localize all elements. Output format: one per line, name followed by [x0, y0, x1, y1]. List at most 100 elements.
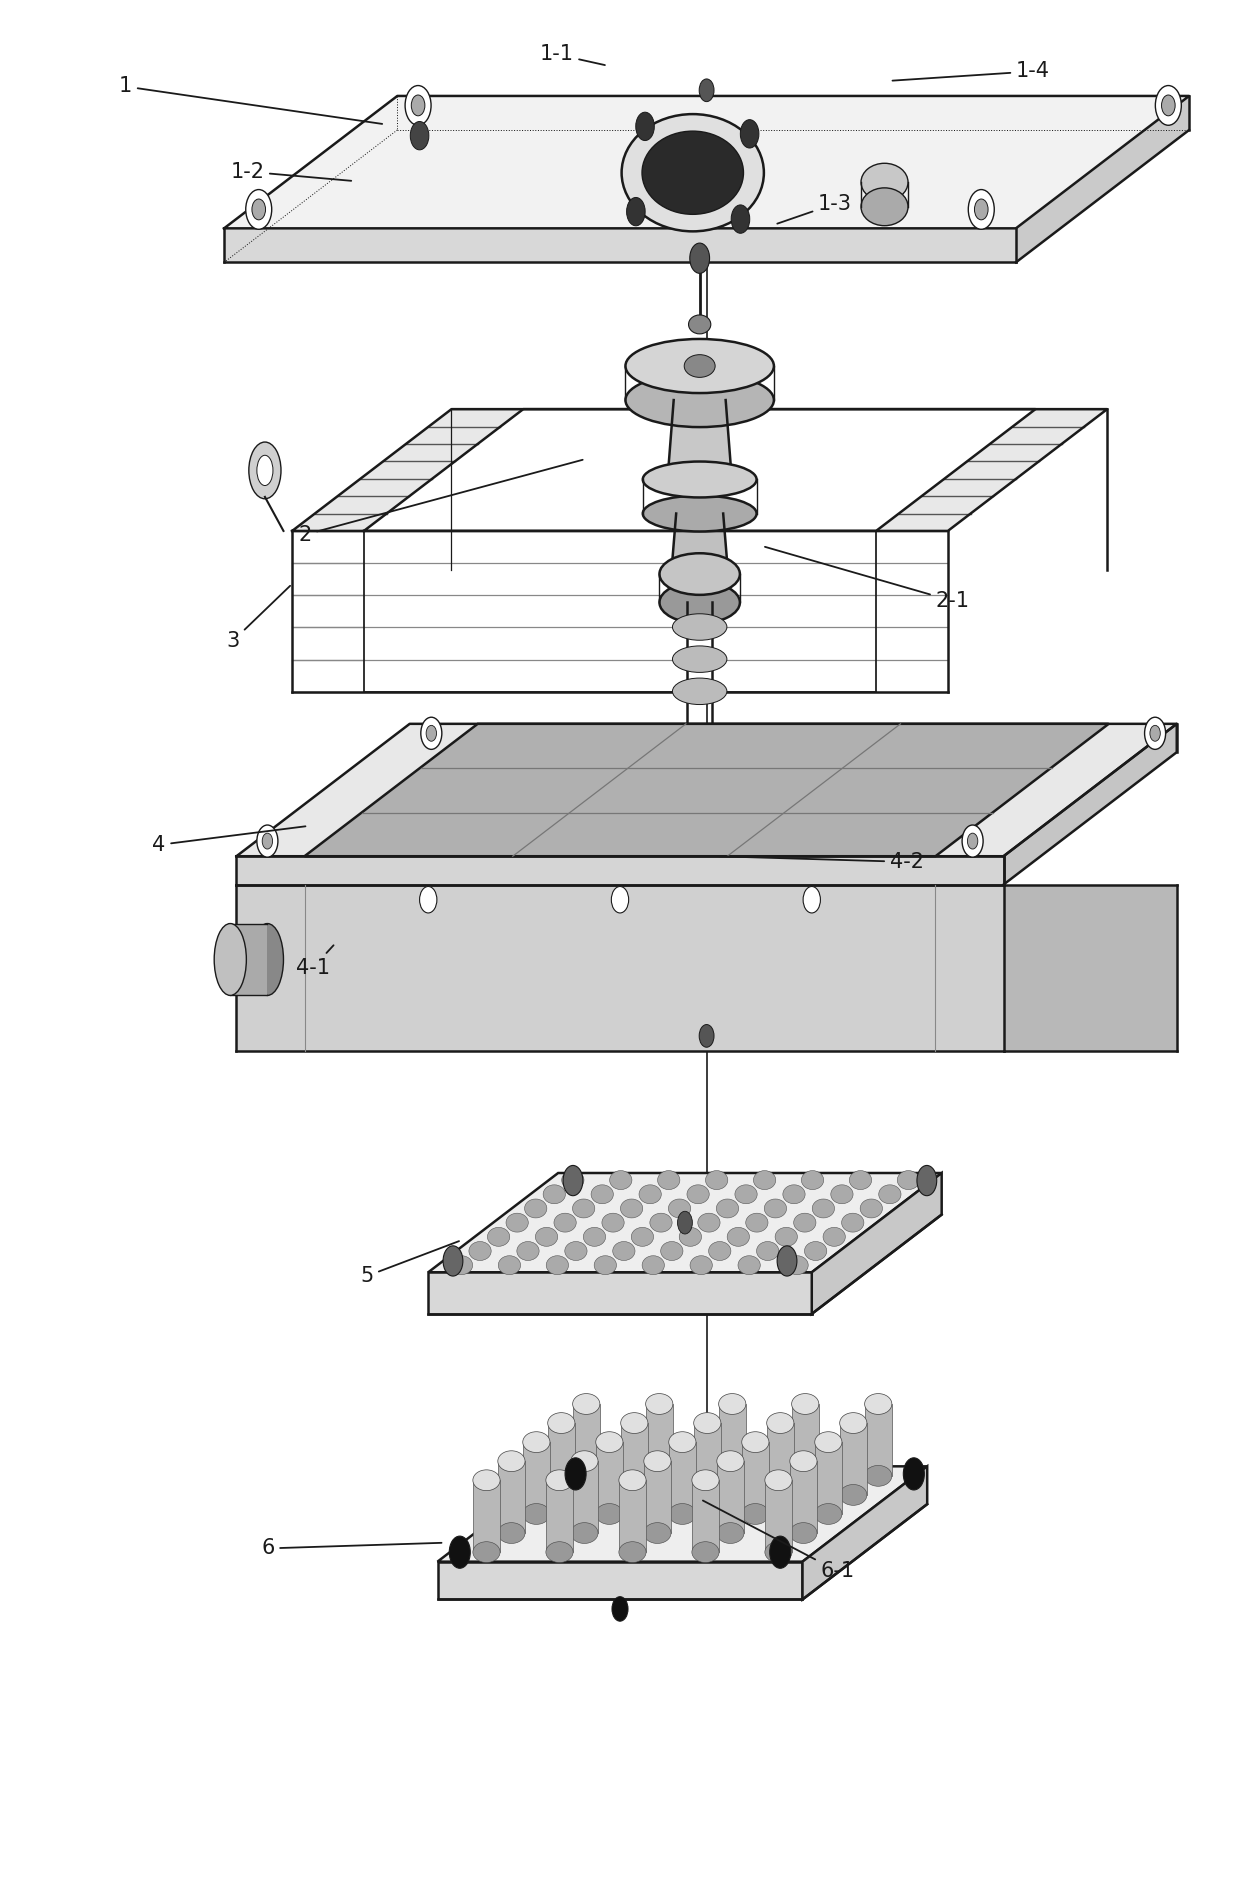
Ellipse shape — [839, 1485, 867, 1506]
Ellipse shape — [766, 1485, 794, 1506]
Circle shape — [804, 886, 821, 913]
Polygon shape — [621, 1422, 649, 1494]
Circle shape — [1149, 725, 1161, 741]
Polygon shape — [237, 724, 1177, 856]
Ellipse shape — [570, 1523, 598, 1544]
Ellipse shape — [879, 1186, 901, 1205]
Ellipse shape — [469, 1242, 491, 1261]
Ellipse shape — [625, 339, 774, 394]
Ellipse shape — [692, 1542, 719, 1563]
Ellipse shape — [497, 1523, 525, 1544]
Ellipse shape — [756, 1242, 779, 1261]
Ellipse shape — [257, 455, 273, 485]
Ellipse shape — [864, 1394, 892, 1415]
Text: 3: 3 — [227, 585, 290, 652]
Circle shape — [611, 886, 629, 913]
Circle shape — [565, 1458, 587, 1491]
Ellipse shape — [842, 1214, 864, 1233]
Ellipse shape — [646, 1466, 673, 1487]
Ellipse shape — [450, 1256, 472, 1275]
Ellipse shape — [621, 1485, 649, 1506]
Ellipse shape — [831, 1186, 853, 1205]
Circle shape — [1156, 85, 1182, 125]
Ellipse shape — [754, 1170, 776, 1189]
Circle shape — [252, 199, 265, 220]
Ellipse shape — [766, 1413, 794, 1434]
Ellipse shape — [594, 1256, 616, 1275]
Ellipse shape — [861, 1199, 883, 1218]
Ellipse shape — [698, 1214, 720, 1233]
Circle shape — [257, 826, 278, 858]
Ellipse shape — [619, 1542, 646, 1563]
Ellipse shape — [706, 1170, 728, 1189]
Ellipse shape — [660, 553, 740, 595]
Ellipse shape — [717, 1199, 739, 1218]
Circle shape — [443, 1246, 463, 1277]
Ellipse shape — [861, 163, 908, 201]
Ellipse shape — [517, 1242, 539, 1261]
Polygon shape — [667, 400, 732, 479]
Polygon shape — [668, 1441, 696, 1513]
Ellipse shape — [543, 1186, 565, 1205]
Ellipse shape — [562, 1170, 584, 1189]
Ellipse shape — [610, 1170, 632, 1189]
Ellipse shape — [546, 1470, 573, 1491]
Ellipse shape — [591, 1186, 614, 1205]
Ellipse shape — [791, 1394, 818, 1415]
Polygon shape — [570, 1460, 598, 1532]
Ellipse shape — [215, 924, 247, 996]
Ellipse shape — [815, 1504, 842, 1525]
Ellipse shape — [660, 581, 740, 623]
Ellipse shape — [738, 1256, 760, 1275]
Ellipse shape — [639, 1186, 661, 1205]
Polygon shape — [646, 1403, 673, 1475]
Ellipse shape — [472, 1470, 500, 1491]
Ellipse shape — [717, 1523, 744, 1544]
Ellipse shape — [684, 354, 715, 377]
Ellipse shape — [727, 1227, 749, 1246]
Circle shape — [1145, 718, 1166, 750]
Ellipse shape — [668, 1199, 691, 1218]
Ellipse shape — [631, 1227, 653, 1246]
Ellipse shape — [642, 496, 756, 532]
Ellipse shape — [775, 1227, 797, 1246]
Circle shape — [967, 833, 978, 849]
Polygon shape — [791, 1403, 818, 1475]
Circle shape — [975, 199, 988, 220]
Polygon shape — [719, 1403, 745, 1475]
Circle shape — [563, 1165, 583, 1195]
Circle shape — [699, 1025, 714, 1047]
Ellipse shape — [805, 1242, 827, 1261]
Polygon shape — [546, 1481, 573, 1551]
Ellipse shape — [498, 1256, 521, 1275]
Circle shape — [740, 119, 759, 148]
Ellipse shape — [693, 1485, 720, 1506]
Polygon shape — [224, 229, 1016, 263]
Ellipse shape — [672, 678, 727, 705]
Polygon shape — [548, 1422, 575, 1494]
Polygon shape — [812, 1172, 941, 1314]
Ellipse shape — [487, 1227, 510, 1246]
Polygon shape — [573, 1403, 600, 1475]
Ellipse shape — [791, 1466, 818, 1487]
Ellipse shape — [790, 1523, 817, 1544]
Ellipse shape — [742, 1504, 769, 1525]
Ellipse shape — [523, 1504, 551, 1525]
Polygon shape — [619, 1481, 646, 1551]
Ellipse shape — [595, 1504, 622, 1525]
Ellipse shape — [249, 441, 281, 498]
Polygon shape — [802, 1466, 928, 1599]
Polygon shape — [644, 1460, 671, 1532]
Polygon shape — [497, 1460, 525, 1532]
Polygon shape — [671, 513, 728, 574]
Ellipse shape — [864, 1466, 892, 1487]
Ellipse shape — [812, 1199, 835, 1218]
Circle shape — [405, 85, 432, 125]
Ellipse shape — [687, 1186, 709, 1205]
Ellipse shape — [790, 1451, 817, 1472]
Ellipse shape — [564, 1242, 587, 1261]
Circle shape — [962, 826, 983, 858]
Circle shape — [770, 1536, 791, 1568]
Circle shape — [777, 1246, 797, 1277]
Ellipse shape — [794, 1214, 816, 1233]
